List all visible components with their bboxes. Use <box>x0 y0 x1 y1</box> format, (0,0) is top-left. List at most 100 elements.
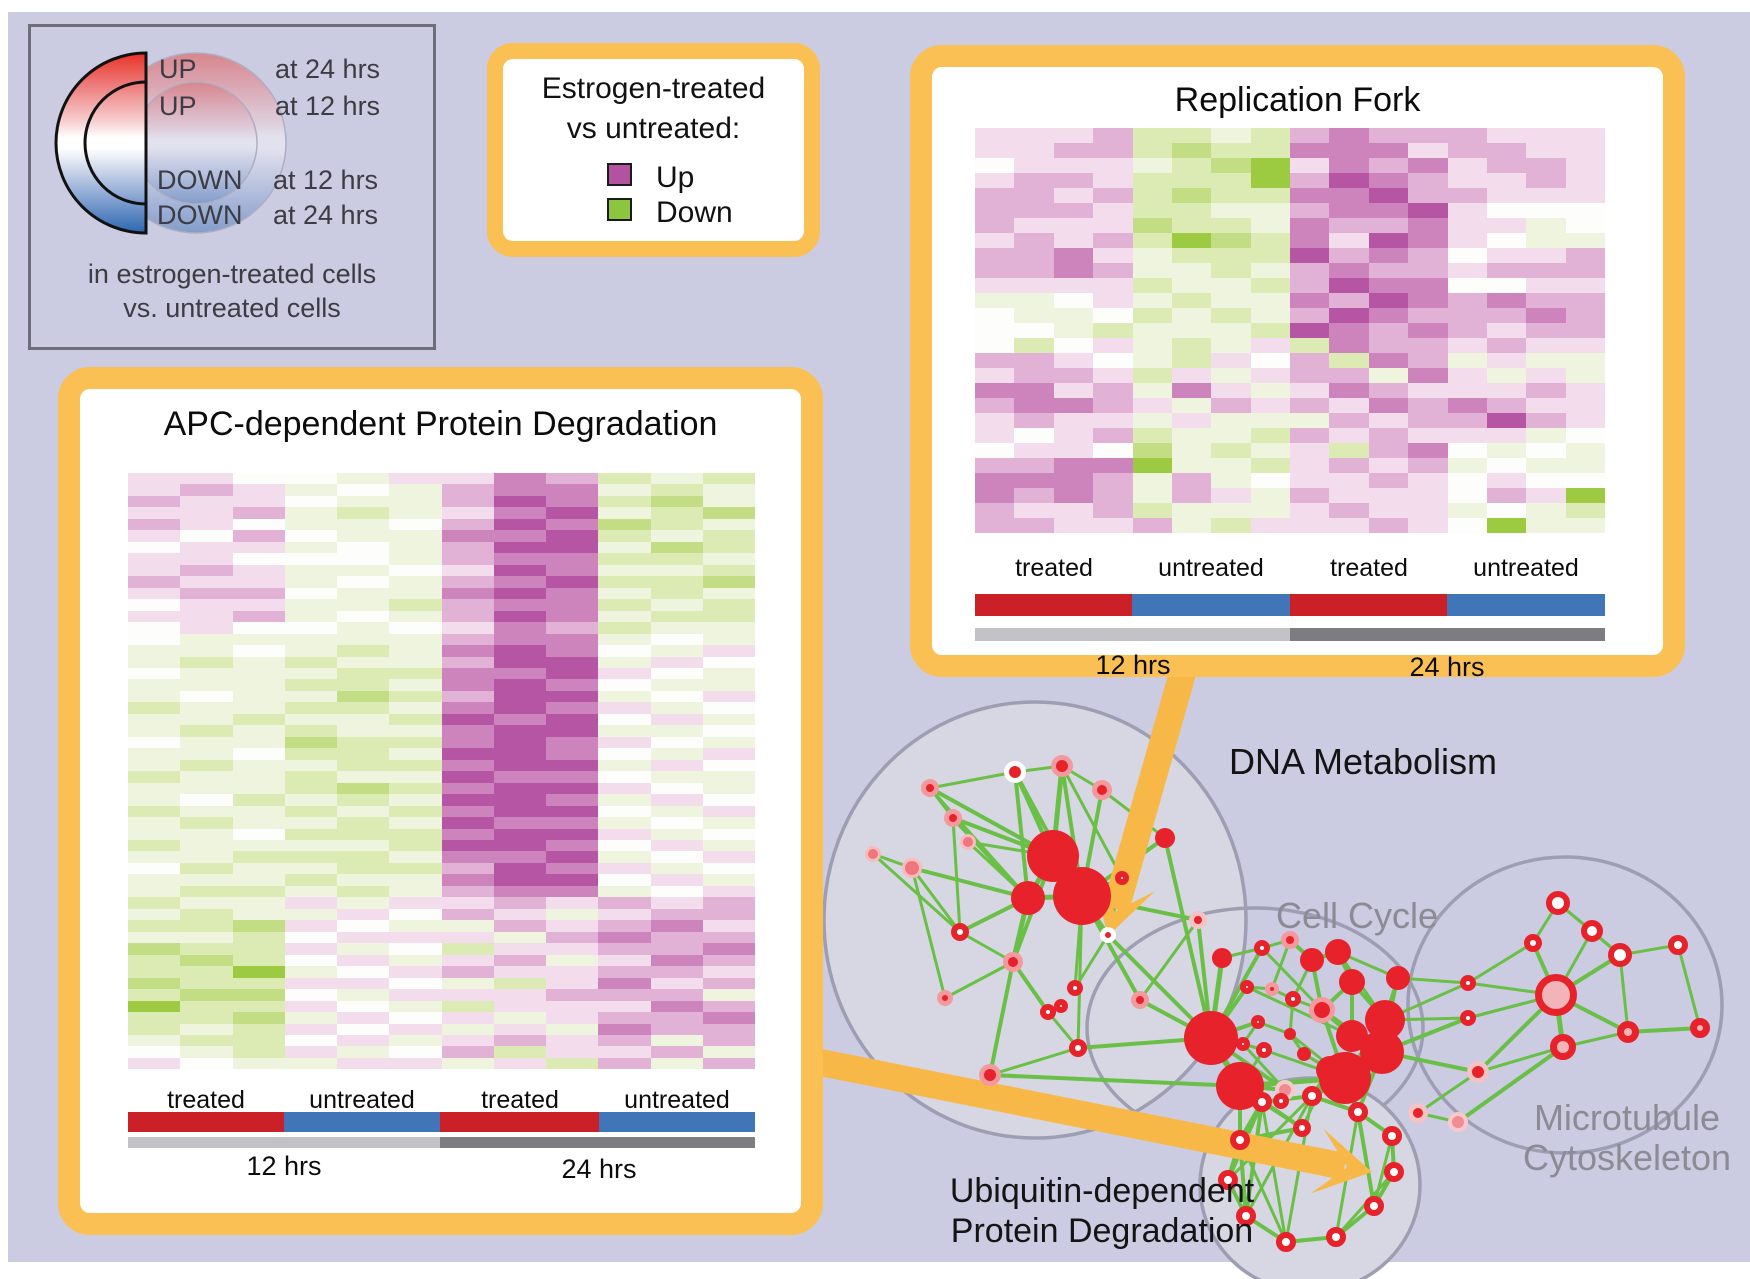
network-node <box>979 1064 1001 1086</box>
heatmap-row <box>975 488 1605 503</box>
heatmap-row <box>975 188 1605 203</box>
replication-fork-title: Replication Fork <box>1174 81 1421 119</box>
network-edge <box>989 1073 1241 1088</box>
heatmap-row <box>975 293 1605 308</box>
bar-24hrs <box>1290 628 1605 641</box>
heatmap-row <box>975 443 1605 458</box>
treated-bar-segment <box>1290 594 1447 616</box>
network-node <box>1285 991 1301 1007</box>
network-node <box>1115 871 1129 885</box>
apc-panel-title: APC-dependent Protein Degradation <box>163 405 718 443</box>
network-node <box>1051 755 1073 777</box>
network-node <box>1297 1047 1311 1061</box>
untreated-bar-segment <box>284 1112 440 1132</box>
ring-legend-row: UP at 12 hrs <box>159 91 380 122</box>
network-edge <box>1260 946 1324 1012</box>
heatmap-row <box>128 874 755 886</box>
network-edge <box>1073 934 1110 989</box>
network-node <box>1386 966 1410 990</box>
network-node <box>1293 1119 1311 1137</box>
cluster-label-dna: DNA Metabolism <box>1228 741 1498 782</box>
network-node <box>1364 1196 1384 1216</box>
network-node <box>1309 997 1335 1023</box>
heatmap-row <box>128 794 755 806</box>
heatmap-row <box>975 143 1605 158</box>
heatmap-row <box>128 908 755 921</box>
network-edge <box>1467 941 1534 985</box>
network-node <box>1281 931 1299 949</box>
ring-direction-label: DOWN <box>157 165 243 195</box>
apc-degradation-panel: APC-dependent Protein Degradation treate… <box>58 367 823 1235</box>
network-node <box>951 923 969 941</box>
ring-time-label: at 12 hrs <box>275 91 381 121</box>
network-node <box>1339 969 1365 995</box>
heatmap-row <box>975 458 1605 473</box>
bar-24hrs <box>440 1137 755 1148</box>
condition-color-bar <box>128 1112 755 1132</box>
ring-legend-row: UP at 24 hrs <box>159 54 380 85</box>
network-node <box>1236 1206 1256 1226</box>
network-node <box>1027 830 1079 882</box>
heatmap-row <box>128 897 755 909</box>
network-node <box>1408 1103 1428 1123</box>
heatmap-row <box>128 473 755 485</box>
heatmap-row <box>975 158 1605 173</box>
heatmap-row <box>975 518 1605 533</box>
network-node <box>1448 1112 1468 1132</box>
network-edge <box>871 852 962 934</box>
network-node <box>1100 927 1116 943</box>
ring-legend-caption-line1: in estrogen-treated cells <box>87 259 377 289</box>
arrow-stem-to-dna <box>1102 636 1205 913</box>
heatmap-row <box>128 989 755 1001</box>
heatmap-row <box>128 667 755 680</box>
time-color-bar <box>975 628 1605 641</box>
ring-time-label: at 24 hrs <box>275 54 381 84</box>
network-node <box>1325 939 1351 965</box>
heatmap-row <box>128 851 755 863</box>
ring-legend-row: DOWN at 12 hrs <box>157 165 378 196</box>
cluster-ellipse-ub <box>1198 1076 1422 1279</box>
network-node <box>1524 934 1542 952</box>
condition-color-bar <box>975 594 1605 616</box>
heatmap-row <box>128 690 755 703</box>
heatmap-row <box>128 954 755 967</box>
network-node <box>1011 881 1045 915</box>
estrogen-color-legend: Estrogen-treated vs untreated: Up Down <box>487 43 820 257</box>
heatmap-row <box>975 368 1605 383</box>
heatmap-row <box>128 943 755 955</box>
heatmap-row <box>128 541 755 554</box>
heatmap-row <box>128 748 755 760</box>
heatmap-row <box>128 1057 755 1070</box>
heatmap-row <box>975 338 1605 353</box>
heatmap-row <box>128 587 755 600</box>
ring-direction-label: UP <box>159 54 197 84</box>
label-24hrs: 24 hrs <box>561 1154 637 1184</box>
heatmap-row <box>975 353 1605 368</box>
network-node <box>1230 1130 1250 1150</box>
treated-bar-segment <box>440 1112 599 1132</box>
network-node <box>1360 1030 1404 1074</box>
network-node <box>1535 974 1577 1016</box>
network-node <box>1546 891 1570 915</box>
network-edge <box>1260 1101 1288 1243</box>
heatmap-row <box>128 713 755 726</box>
network-node <box>902 858 922 878</box>
network-edge <box>959 930 1014 964</box>
bar-12hrs <box>128 1137 440 1148</box>
network-node <box>1300 948 1324 972</box>
network-edge <box>1011 960 1050 1014</box>
network-node <box>1265 982 1279 996</box>
replication-fork-panel: Replication Fork treated untreated treat… <box>910 45 1685 682</box>
network-node <box>937 990 953 1006</box>
heatmap-row <box>975 473 1605 488</box>
heatmap-row <box>128 702 755 714</box>
network-node <box>1273 1093 1289 1109</box>
network-edge <box>1477 1045 1564 1074</box>
heatmap-row <box>975 233 1605 248</box>
network-node <box>1336 1020 1368 1052</box>
network-node <box>1189 911 1207 929</box>
network-node <box>1276 1232 1296 1252</box>
heatmap-row <box>128 530 755 542</box>
heatmap-row <box>128 805 755 818</box>
